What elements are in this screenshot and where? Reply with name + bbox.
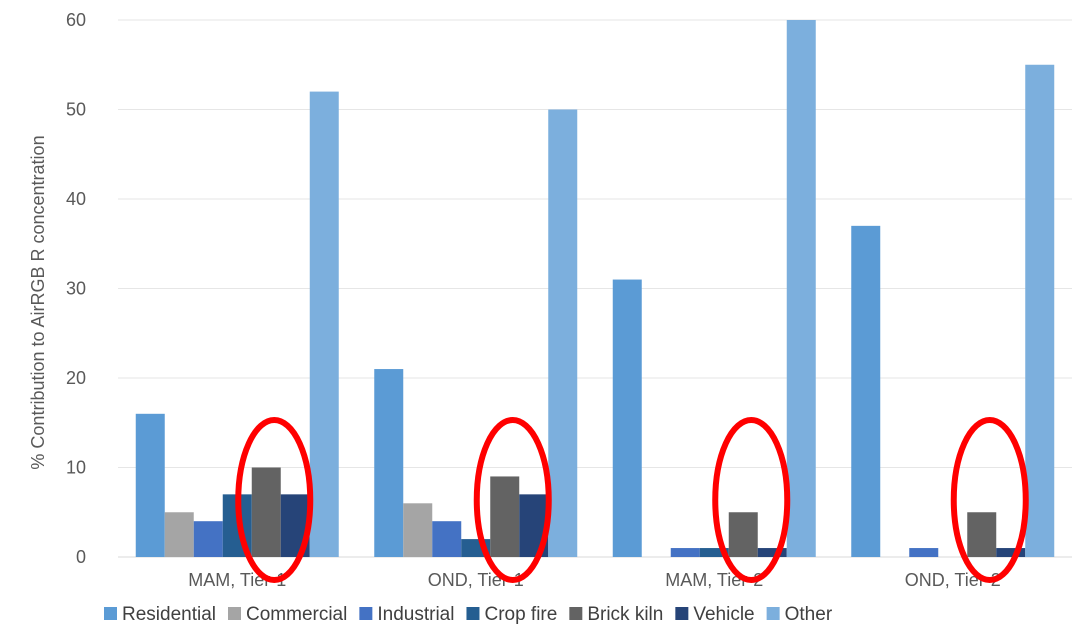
bar-other-3 [1025,64,1055,557]
annotations [235,417,1029,583]
bars [135,20,1055,557]
y-tick-label: 10 [66,458,86,478]
bar-brick-kiln-0 [251,467,281,557]
bar-commercial-0 [164,512,194,557]
legend-label: Brick kiln [587,604,663,625]
bar-brick-kiln-3 [967,512,997,557]
legend: Residential Commercial Industrial Crop fire… [104,604,833,625]
bar-residential-1 [374,369,404,557]
legend-label: Residential [122,604,216,625]
bar-other-2 [786,20,816,557]
bar-other-0 [309,91,339,557]
highlight-ellipse [473,417,552,583]
y-tick-label: 40 [66,189,86,209]
legend-swatch [675,607,689,620]
y-axis-label: % Contribution to AirRGB R concentration [28,135,48,469]
y-tick-label: 50 [66,100,86,120]
bar-residential-2 [612,279,642,557]
legend-label: Vehicle [693,604,754,625]
legend-label: Other [785,604,833,625]
x-axis: MAM, Tier-1 OND, Tier-1 MAM, Tier-2 OND, Ti… [188,570,1001,590]
y-tick-label: 0 [76,547,86,567]
highlight-ellipse [235,417,314,583]
legend-swatch [359,607,373,620]
bar-commercial-1 [403,503,433,557]
legend-label: Crop fire [484,604,557,625]
legend-swatch [766,607,780,620]
bar-vehicle-2 [757,548,787,557]
legend-swatch [466,607,480,620]
bar-brick-kiln-2 [728,512,758,557]
bar-other-1 [548,109,578,557]
bar-crop-fire-2 [699,548,729,557]
y-tick-label: 30 [66,279,86,299]
legend-swatch [228,607,241,620]
highlight-ellipse [712,417,791,583]
bar-industrial-3 [909,548,939,557]
bar-brick-kiln-1 [490,476,520,557]
bar-industrial-1 [432,521,462,557]
y-axis-ticks: 0 10 20 30 40 50 60 [66,10,86,567]
legend-label: Commercial [246,604,347,625]
legend-swatch [569,607,583,620]
y-tick-label: 60 [66,10,86,30]
bar-vehicle-3 [996,548,1026,557]
bar-residential-3 [851,225,881,557]
legend-swatch [104,607,117,620]
bar-residential-0 [135,413,165,557]
y-tick-label: 20 [66,368,86,388]
bar-industrial-0 [193,521,223,557]
bar-industrial-2 [670,548,700,557]
highlight-ellipse [950,417,1029,583]
legend-label: Industrial [377,604,454,625]
